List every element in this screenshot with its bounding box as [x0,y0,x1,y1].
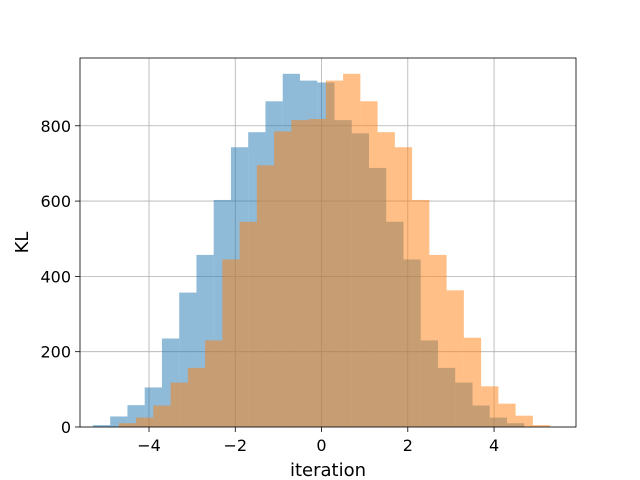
plot-frame [79,57,577,428]
y-tick-label: 800 [40,117,71,136]
histogram-bar-series-2 [343,73,361,428]
histogram-bar-series-2 [170,382,188,427]
histogram-bar-series-2 [187,367,206,427]
histogram-bar-series-2 [274,131,292,427]
x-tick-label: 0 [316,436,326,455]
histogram-bar-series-2 [136,417,154,427]
histogram-bar-series-2 [463,337,482,427]
histogram-bar-series-2 [239,221,257,427]
histogram-bar-series-2 [532,425,551,427]
x-axis-label: iteration [290,460,366,480]
histogram-bar-series-2 [256,165,275,427]
y-tick-label: 200 [40,343,71,362]
histogram-bar-series-2 [291,120,309,427]
histogram-bars [92,73,551,428]
histogram-bar-series-2 [360,101,378,427]
histogram-bar-series-2 [325,80,344,428]
histogram-bar-series-2 [498,403,516,427]
histogram-bar-series-2 [377,132,395,428]
y-axis-label: KL [12,232,33,254]
histogram-bar-series-2 [205,340,223,427]
histogram-bar-series-1 [110,416,128,427]
histogram-bar-series-2 [153,405,171,427]
y-tick-label: 400 [40,267,71,286]
histogram-bar-series-2 [429,254,447,427]
histogram-bar-series-2 [515,415,533,427]
histogram-bar-series-2 [308,118,326,427]
x-tick-label: −2 [223,436,247,455]
histogram-bar-series-2 [412,199,430,427]
histogram-bar-series-2 [481,386,499,427]
histogram-bar-series-2 [446,290,464,427]
axis-ticks: −4 −2 0 2 4 0 200 400 600 800 [40,117,499,455]
y-tick-label: 0 [61,418,71,437]
x-tick-label: −4 [137,436,161,455]
histogram-bar-series-2 [118,423,137,427]
x-tick-label: 4 [489,436,499,455]
histogram-bar-series-2 [394,147,413,427]
histogram-bar-series-1 [92,425,111,427]
x-tick-label: 2 [403,436,413,455]
y-tick-label: 600 [40,192,71,211]
histogram-bar-series-2 [222,259,240,427]
